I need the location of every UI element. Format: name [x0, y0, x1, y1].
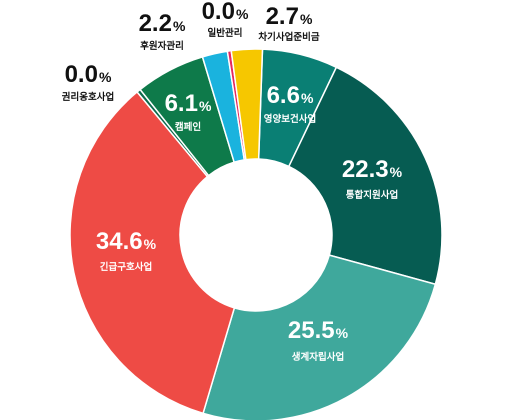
value-label-1: 6.6%: [267, 82, 314, 109]
value-label-4: 34.6%: [96, 228, 157, 255]
value-label-5: 0.0%: [65, 61, 112, 88]
category-label-2: 통합지원사업: [346, 189, 398, 201]
value-label-3: 25.5%: [288, 317, 349, 344]
donut-segments: [69, 48, 443, 420]
category-label-8: 일반관리: [208, 27, 243, 39]
slice-9: [230, 48, 264, 161]
category-label-6: 캠페인: [175, 121, 201, 133]
category-label-4: 긴급구호사업: [100, 261, 152, 273]
slice-4: [69, 90, 236, 415]
value-label-9: 2.7%: [266, 3, 313, 30]
category-label-7: 후원자관리: [140, 40, 184, 52]
slice-2: [287, 66, 443, 286]
category-label-1: 영양보건사업: [264, 113, 316, 125]
value-label-7: 2.2%: [139, 10, 186, 37]
value-label-6: 6.1%: [165, 90, 212, 117]
donut-labels: 6.6% 영양보건사업 22.3% 통합지원사업 25.5% 생계자립사업 34.6% 긴급구…: [62, 0, 403, 363]
category-label-5: 권리옹호사업: [62, 91, 114, 103]
category-label-3: 생계자립사업: [292, 351, 344, 363]
value-label-8: 0.0%: [202, 0, 249, 25]
category-label-9: 차기사업준비금: [258, 31, 319, 43]
value-label-2: 22.3%: [342, 156, 403, 183]
